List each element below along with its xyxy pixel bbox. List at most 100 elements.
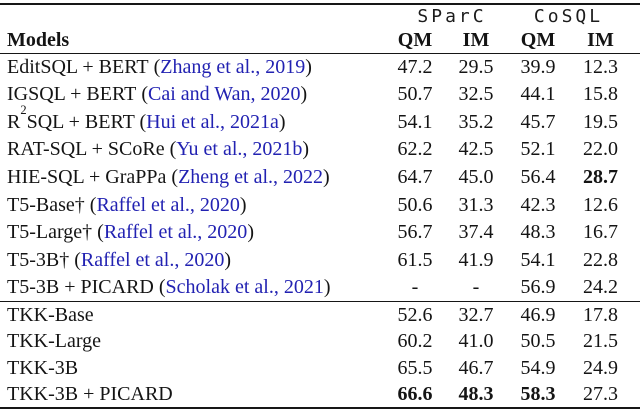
paren-open: (	[84, 193, 97, 216]
model-cell: TKK-3B + PICARD	[0, 381, 384, 408]
dagger-mark: †	[59, 248, 70, 271]
value-cosql-qm-best: 58.3	[520, 382, 556, 405]
citation-link[interactable]: Yu et al., 2021b	[176, 138, 303, 161]
model-name: T5-3B	[7, 248, 60, 271]
value-sparc-qm: 50.6	[397, 193, 433, 216]
value-cosql-im: 12.6	[583, 193, 618, 216]
value-sparc-qm: 62.2	[397, 138, 433, 161]
dagger-mark: †	[82, 221, 93, 244]
model-name: T5-Large	[7, 221, 83, 244]
value-sparc-im: 46.7	[458, 356, 494, 379]
value-sparc-qm-best: 66.6	[397, 382, 433, 405]
value-cosql-im: 24.9	[583, 356, 618, 379]
model-cell: EditSQL + BERT (Zhang et al., 2019)	[0, 53, 384, 81]
value-cosql-qm: 56.4	[520, 165, 556, 188]
results-table: SParC CoSQL Models QM IM QM IM EditSQL +…	[0, 3, 640, 409]
value-cosql-im: 24.2	[583, 276, 618, 299]
citation-link[interactable]: Zhang et al., 2019	[160, 55, 306, 78]
model-name: TKK-Large	[7, 330, 102, 353]
model-superscript: 2	[20, 103, 27, 118]
model-cell: TKK-3B	[0, 355, 384, 382]
value-cosql-qm: 48.3	[520, 221, 556, 244]
value-cosql-im: 22.8	[583, 248, 618, 271]
paren-open: (	[164, 138, 177, 161]
citation-link[interactable]: Raffel et al., 2020	[103, 221, 248, 244]
value-sparc-qm: -	[411, 276, 419, 299]
model-cell: T5-3B + PICARD (Scholak et al., 2021)	[0, 274, 384, 302]
value-cosql-qm: 39.9	[520, 55, 556, 78]
value-cosql-im: 16.7	[583, 221, 618, 244]
paren-close: )	[305, 55, 312, 78]
dataset-header-sparc: SParC	[417, 6, 487, 27]
value-sparc-im: -	[472, 276, 480, 299]
value-sparc-qm: 54.1	[397, 110, 433, 133]
value-sparc-qm: 64.7	[397, 165, 433, 188]
table-row-t53b: T5-3B† (Raffel et al., 2020) 61.5 41.9 5…	[0, 247, 640, 275]
value-sparc-im: 41.9	[458, 248, 494, 271]
table-row-tkk-3b-picard: TKK-3B + PICARD 66.6 48.3 58.3 27.3	[0, 381, 640, 408]
model-name: R	[7, 110, 21, 133]
table-row-t5base: T5-Base† (Raffel et al., 2020) 50.6 31.3…	[0, 191, 640, 219]
table-row-hiesql: HIE-SQL + GraPPa (Zheng et al., 2022) 64…	[0, 164, 640, 192]
model-cell: TKK-Base	[0, 301, 384, 329]
value-sparc-qm: 47.2	[397, 55, 433, 78]
value-cosql-im: 12.3	[583, 55, 618, 78]
model-name-cont: SQL + BERT	[26, 110, 135, 133]
table-row-ratsql: RAT-SQL + SCoRe (Yu et al., 2021b) 62.2 …	[0, 136, 640, 164]
table-row-tkk-large: TKK-Large 60.2 41.0 50.5 21.5	[0, 328, 640, 355]
sparc-im-header: IM	[446, 28, 506, 54]
table-row-tkk-base: TKK-Base 52.6 32.7 46.9 17.8	[0, 301, 640, 329]
citation-link[interactable]: Zheng et al., 2022	[178, 165, 324, 188]
value-sparc-im: 35.2	[458, 110, 494, 133]
table-row-igsql: IGSQL + BERT (Cai and Wan, 2020) 50.7 32…	[0, 81, 640, 109]
value-sparc-im-best: 48.3	[458, 382, 494, 405]
model-cell: T5-Base† (Raffel et al., 2020)	[0, 191, 384, 219]
value-sparc-im: 29.5	[458, 55, 494, 78]
paren-open: (	[166, 165, 179, 188]
citation-link[interactable]: Hui et al., 2021a	[146, 110, 279, 133]
citation-link[interactable]: Raffel et al., 2020	[80, 248, 225, 271]
value-cosql-im-best: 28.7	[583, 165, 618, 188]
paren-open: (	[153, 276, 166, 299]
value-sparc-qm: 56.7	[397, 221, 433, 244]
citation-link[interactable]: Cai and Wan, 2020	[148, 82, 301, 105]
value-cosql-qm: 50.5	[520, 330, 556, 353]
value-sparc-qm: 65.5	[397, 356, 433, 379]
value-cosql-qm: 44.1	[520, 82, 556, 105]
value-sparc-im: 32.5	[458, 82, 494, 105]
paren-close: )	[239, 193, 247, 216]
value-sparc-qm: 52.6	[384, 301, 446, 329]
value-cosql-im: 22.0	[583, 138, 618, 161]
value-sparc-im: 37.4	[458, 221, 494, 244]
value-sparc-qm: 50.7	[397, 82, 433, 105]
table-row-t53b-picard: T5-3B + PICARD (Scholak et al., 2021) - …	[0, 274, 640, 302]
model-cell: RAT-SQL + SCoRe (Yu et al., 2021b)	[0, 136, 384, 164]
paren-close: )	[300, 82, 308, 105]
value-sparc-im: 42.5	[458, 138, 494, 161]
models-column-header: Models	[0, 28, 384, 54]
value-cosql-im: 27.3	[583, 382, 618, 405]
value-cosql-qm: 46.9	[506, 301, 570, 329]
model-cell: IGSQL + BERT (Cai and Wan, 2020)	[0, 81, 384, 109]
citation-link[interactable]: Scholak et al., 2021	[165, 276, 324, 299]
table-row-t5large: T5-Large† (Raffel et al., 2020) 56.7 37.…	[0, 219, 640, 247]
paren-close: )	[323, 276, 331, 299]
value-sparc-im: 41.0	[458, 330, 494, 353]
dataset-header-cosql: CoSQL	[533, 6, 604, 27]
value-cosql-im: 19.5	[583, 110, 618, 133]
paren-open: (	[148, 55, 161, 78]
citation-link[interactable]: Raffel et al., 2020	[96, 193, 240, 216]
paren-close: )	[224, 248, 232, 271]
paren-close: )	[247, 221, 254, 244]
dagger-mark: †	[74, 193, 85, 216]
model-name: TKK-3B	[7, 356, 79, 379]
value-sparc-qm: 61.5	[397, 248, 433, 271]
paren-open: (	[69, 248, 81, 271]
model-cell: TKK-Large	[0, 328, 384, 355]
model-cell: HIE-SQL + GraPPa (Zheng et al., 2022)	[0, 164, 384, 192]
sparc-qm-header: QM	[384, 28, 446, 54]
model-name: T5-3B + PICARD	[7, 276, 154, 299]
paren-open: (	[92, 221, 104, 244]
model-name: IGSQL + BERT	[7, 82, 137, 105]
